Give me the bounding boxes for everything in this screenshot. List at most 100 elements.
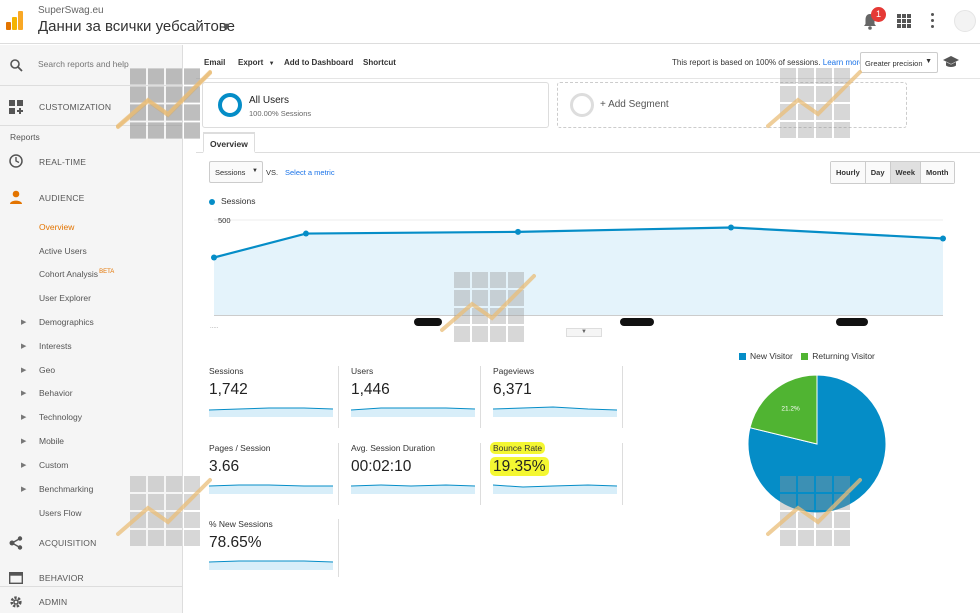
segment-ring-icon bbox=[218, 93, 242, 117]
sidebar-item-custom[interactable]: Custom bbox=[39, 460, 69, 470]
sampling-note: This report is based on 100% of sessions… bbox=[672, 58, 864, 67]
sessions-point[interactable] bbox=[515, 228, 521, 235]
acquisition-icon bbox=[9, 536, 23, 550]
sidebar-item-acquisition[interactable]: ACQUISITION bbox=[39, 538, 97, 548]
more-vert-icon[interactable] bbox=[929, 12, 935, 30]
scorecard-bounce-rate[interactable]: Bounce Rate 19.35% bbox=[490, 442, 623, 505]
sidebar-item-customization[interactable]: CUSTOMIZATION bbox=[39, 102, 112, 112]
chevron-down-icon: ▼ bbox=[268, 61, 275, 67]
avatar[interactable] bbox=[954, 10, 976, 32]
legend-label-sessions: Sessions bbox=[221, 196, 256, 206]
segment-title: All Users bbox=[249, 95, 290, 106]
pie-data-label: 21.2% bbox=[781, 405, 800, 412]
expand-arrow-icon[interactable]: ▶ bbox=[21, 319, 27, 326]
analytics-logo-icon[interactable] bbox=[6, 10, 24, 30]
add-to-dashboard-button[interactable]: Add to Dashboard bbox=[284, 58, 354, 67]
sidebar-item-interests[interactable]: Interests bbox=[39, 341, 72, 351]
search-input[interactable] bbox=[38, 59, 178, 69]
tab-overview[interactable]: Overview bbox=[203, 132, 255, 153]
sidebar-item-benchmarking[interactable]: Benchmarking bbox=[39, 484, 94, 494]
pie-legend: New Visitor Returning Visitor bbox=[739, 351, 875, 361]
report-toolbar: Email Export ▼ Add to Dashboard Shortcut… bbox=[196, 45, 980, 79]
sidebar-item-technology[interactable]: Technology bbox=[39, 412, 83, 422]
x-axis-dots: ..... bbox=[210, 324, 219, 330]
export-button[interactable]: Export ▼ bbox=[238, 58, 275, 67]
sessions-point[interactable] bbox=[303, 230, 309, 237]
sidebar-item-audience[interactable]: AUDIENCE bbox=[39, 193, 85, 203]
sparkline bbox=[209, 560, 333, 570]
month-button[interactable]: Month bbox=[921, 162, 954, 183]
reports-section-label: Reports bbox=[10, 132, 40, 142]
sidebar-item-realtime[interactable]: REAL-TIME bbox=[39, 157, 87, 167]
sidebar-item-overview[interactable]: Overview bbox=[39, 222, 75, 232]
view-selector[interactable]: Данни за всички уебсайтове bbox=[38, 18, 235, 35]
sidebar: CUSTOMIZATION Reports REAL-TIME AUDIENCE… bbox=[0, 45, 183, 613]
scorecard-value: 3.66 bbox=[209, 458, 240, 475]
search-icon bbox=[10, 59, 23, 72]
tab-divider bbox=[196, 152, 980, 153]
gear-icon bbox=[10, 596, 22, 608]
main-content: Email Export ▼ Add to Dashboard Shortcut… bbox=[116, 45, 980, 613]
chevron-down-icon: ▼ bbox=[925, 58, 932, 65]
account-name[interactable]: SuperSwag.eu bbox=[38, 5, 104, 16]
sessions-line-chart: 500 250 ..... bbox=[210, 216, 946, 330]
email-button[interactable]: Email bbox=[204, 58, 226, 67]
expand-arrow-icon[interactable]: ▶ bbox=[21, 486, 27, 493]
sidebar-item-active-users[interactable]: Active Users bbox=[39, 246, 87, 256]
sidebar-item-admin[interactable]: ADMIN bbox=[39, 597, 68, 607]
sidebar-item-mobile[interactable]: Mobile bbox=[39, 436, 65, 446]
apps-grid-icon[interactable] bbox=[897, 14, 911, 28]
precision-select[interactable]: Greater precision ▼ bbox=[860, 52, 938, 73]
metric-select[interactable]: Sessions ▼ bbox=[209, 161, 263, 183]
sidebar-item-label: Cohort Analysis bbox=[39, 269, 99, 279]
view-dropdown-icon[interactable]: ▼ bbox=[221, 21, 232, 33]
y-tick-label: 500 bbox=[218, 216, 231, 225]
graduation-cap-icon[interactable] bbox=[943, 56, 959, 68]
export-label: Export bbox=[238, 58, 264, 67]
scorecard-pageviews[interactable]: Pageviews 6,371 bbox=[493, 366, 623, 428]
add-segment-button[interactable]: + Add Segment bbox=[557, 82, 907, 128]
chart-resize-handle[interactable]: ▼ bbox=[566, 328, 602, 337]
sidebar-item-geo[interactable]: Geo bbox=[39, 365, 56, 375]
redaction-mark bbox=[414, 318, 442, 326]
scorecard-value: 1,742 bbox=[209, 381, 248, 398]
scorecard-new-sessions[interactable]: % New Sessions 78.65% bbox=[209, 519, 339, 577]
sidebar-item-user-explorer[interactable]: User Explorer bbox=[39, 293, 91, 303]
scorecard-label: % New Sessions bbox=[209, 519, 273, 529]
shortcut-button[interactable]: Shortcut bbox=[363, 58, 396, 67]
segment-all-users[interactable]: All Users 100.00% Sessions bbox=[202, 82, 549, 128]
segment-percentage: 100.00% Sessions bbox=[249, 109, 312, 118]
expand-arrow-icon[interactable]: ▶ bbox=[21, 390, 27, 397]
sidebar-item-users-flow[interactable]: Users Flow bbox=[39, 508, 82, 518]
scorecard-sessions[interactable]: Sessions 1,742 bbox=[209, 366, 339, 428]
select-a-metric-link[interactable]: Select a metric bbox=[285, 168, 335, 177]
expand-arrow-icon[interactable]: ▶ bbox=[21, 414, 27, 421]
expand-arrow-icon[interactable]: ▶ bbox=[21, 343, 27, 350]
scorecard-label: Pageviews bbox=[493, 366, 535, 376]
scorecard-value: 19.35% bbox=[490, 457, 549, 476]
legend-swatch bbox=[801, 353, 809, 361]
sessions-point[interactable] bbox=[728, 224, 734, 231]
redaction-mark bbox=[620, 318, 654, 326]
sidebar-item-demographics[interactable]: Demographics bbox=[39, 317, 94, 327]
sidebar-item-behavior[interactable]: BEHAVIOR bbox=[39, 573, 84, 583]
sidebar-item-behavior-sub[interactable]: Behavior bbox=[39, 388, 73, 398]
sessions-point[interactable] bbox=[940, 235, 946, 242]
week-button[interactable]: Week bbox=[890, 162, 921, 183]
sessions-point[interactable] bbox=[211, 254, 217, 261]
expand-arrow-icon[interactable]: ▶ bbox=[21, 367, 27, 374]
day-button[interactable]: Day bbox=[865, 162, 891, 183]
expand-arrow-icon[interactable]: ▶ bbox=[21, 438, 27, 445]
scorecard-pages-per-session[interactable]: Pages / Session 3.66 bbox=[209, 443, 339, 505]
pie-slice-returning-visitor[interactable] bbox=[749, 374, 818, 445]
learn-more-link[interactable]: Learn more bbox=[822, 58, 864, 67]
precision-value: Greater precision bbox=[865, 59, 923, 68]
pie-data-label: 78.8% bbox=[848, 507, 867, 514]
scorecard-avg-session-duration[interactable]: Avg. Session Duration 00:02:10 bbox=[351, 443, 481, 505]
hourly-button[interactable]: Hourly bbox=[831, 162, 866, 183]
expand-arrow-icon[interactable]: ▶ bbox=[21, 462, 27, 469]
scorecard-users[interactable]: Users 1,446 bbox=[351, 366, 481, 428]
sidebar-item-cohort-analysis[interactable]: Cohort AnalysisBETA bbox=[39, 269, 114, 279]
scorecard-label: Bounce Rate bbox=[490, 442, 546, 454]
scorecard-label: Avg. Session Duration bbox=[351, 443, 435, 453]
